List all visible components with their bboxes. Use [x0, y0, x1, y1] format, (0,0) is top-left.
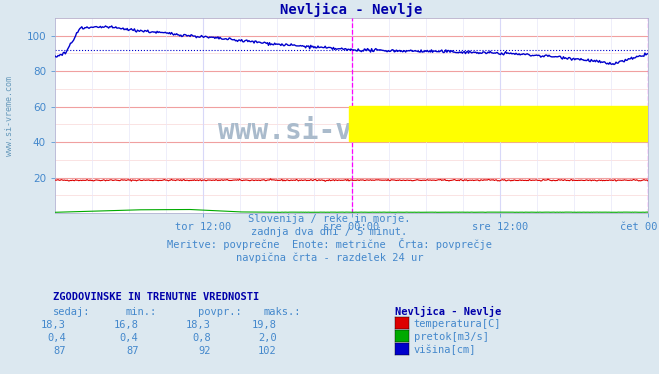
Text: 87: 87: [53, 346, 66, 356]
Text: ZGODOVINSKE IN TRENUTNE VREDNOSTI: ZGODOVINSKE IN TRENUTNE VREDNOSTI: [53, 292, 259, 302]
Text: 0,4: 0,4: [120, 333, 138, 343]
Text: 18,3: 18,3: [41, 320, 66, 330]
Text: www.si-vreme.com: www.si-vreme.com: [217, 117, 486, 145]
Text: pretok[m3/s]: pretok[m3/s]: [414, 331, 489, 341]
Text: navpična črta - razdelek 24 ur: navpična črta - razdelek 24 ur: [236, 252, 423, 263]
Bar: [349, 106, 659, 141]
Text: 19,8: 19,8: [252, 320, 277, 330]
Text: sedaj:: sedaj:: [53, 307, 90, 317]
Text: maks.:: maks.:: [264, 307, 301, 317]
Text: temperatura[C]: temperatura[C]: [414, 319, 501, 328]
Text: Nevljica - Nevlje: Nevljica - Nevlje: [395, 306, 501, 317]
Text: Slovenija / reke in morje.: Slovenija / reke in morje.: [248, 214, 411, 224]
Text: zadnja dva dni / 5 minut.: zadnja dva dni / 5 minut.: [251, 227, 408, 237]
Text: min.:: min.:: [125, 307, 156, 317]
Text: www.si-vreme.com: www.si-vreme.com: [5, 76, 14, 156]
Text: 92: 92: [198, 346, 211, 356]
Text: povpr.:: povpr.:: [198, 307, 241, 317]
Text: 16,8: 16,8: [113, 320, 138, 330]
Text: Meritve: povprečne  Enote: metrične  Črta: povprečje: Meritve: povprečne Enote: metrične Črta:…: [167, 238, 492, 250]
Text: 87: 87: [126, 346, 138, 356]
Text: 102: 102: [258, 346, 277, 356]
Text: 0,4: 0,4: [47, 333, 66, 343]
Title: Nevljica - Nevlje: Nevljica - Nevlje: [280, 3, 422, 17]
Text: 18,3: 18,3: [186, 320, 211, 330]
Text: 2,0: 2,0: [258, 333, 277, 343]
Text: 0,8: 0,8: [192, 333, 211, 343]
Text: višina[cm]: višina[cm]: [414, 344, 476, 355]
